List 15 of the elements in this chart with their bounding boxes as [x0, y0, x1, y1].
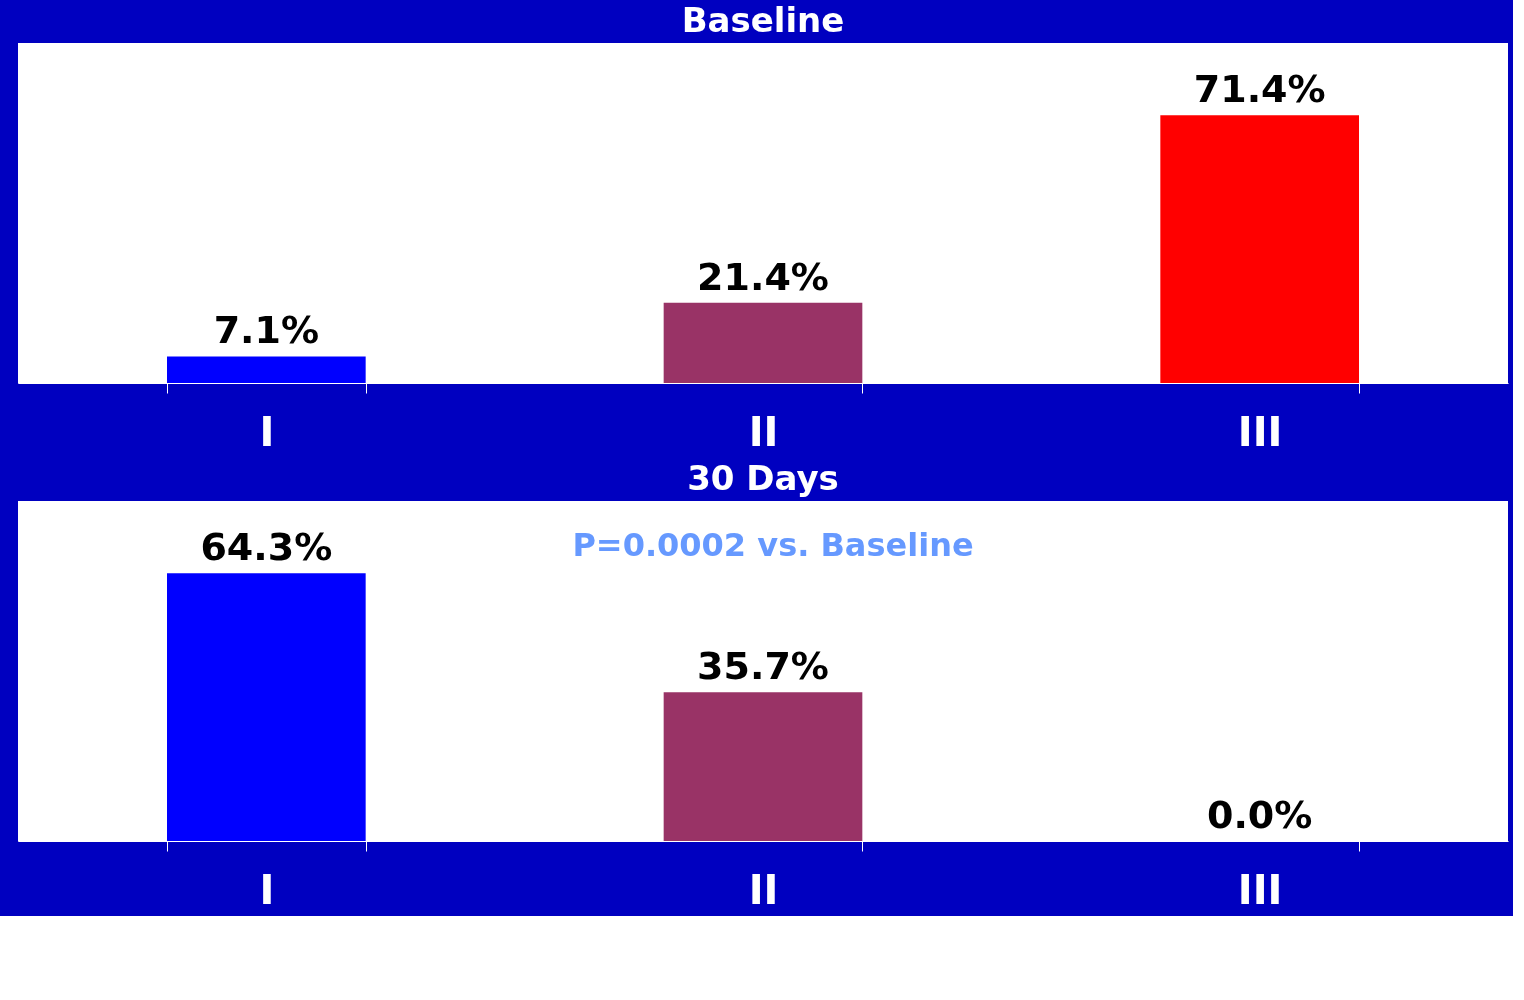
x-tick-label: II: [748, 408, 779, 455]
x-tick-label: III: [1237, 866, 1283, 913]
data-label: 71.4%: [1193, 67, 1326, 112]
x-tick-label: II: [748, 866, 779, 913]
x-tick-label: III: [1237, 408, 1283, 455]
chart-title: 30 Days: [687, 458, 839, 498]
x-tick-label: I: [259, 408, 275, 455]
data-label: 21.4%: [697, 254, 829, 299]
text: P=0.0002 vs. Baseline: [572, 526, 974, 564]
chart-title: Baseline: [681, 0, 845, 40]
data-label: 64.3%: [200, 525, 333, 570]
x-tick-label: I: [259, 866, 275, 913]
data-label: 35.7%: [697, 644, 829, 689]
data-label: 0.0%: [1206, 793, 1313, 837]
data-label: 7.1%: [213, 308, 320, 353]
